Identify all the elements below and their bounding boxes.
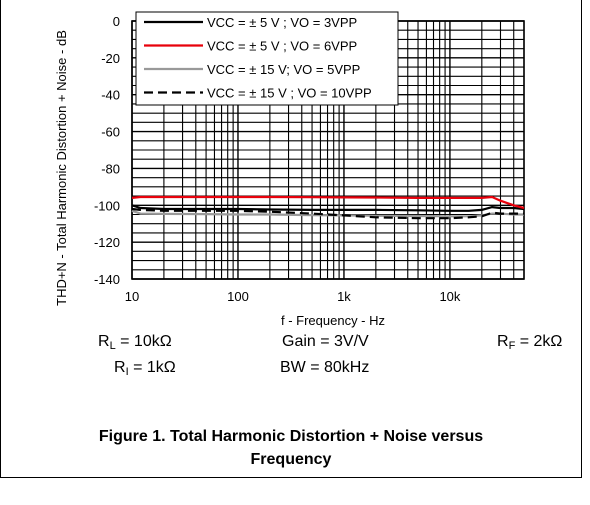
x-axis-label: f - Frequency - Hz bbox=[281, 313, 385, 328]
rf-param: RF = 2kΩ bbox=[497, 333, 563, 352]
series-line bbox=[131, 195, 525, 210]
x-tick-label: 10k bbox=[439, 289, 460, 304]
figure-caption-line-1: Figure 1. Total Harmonic Distortion + No… bbox=[98, 428, 484, 445]
y-tick-label: -140 bbox=[94, 272, 120, 287]
series-line bbox=[131, 209, 524, 218]
y-tick-label: -100 bbox=[94, 198, 120, 213]
y-axis-label: THD+N - Total Harmonic Distortion + Nois… bbox=[54, 30, 69, 306]
x-tick-label: 100 bbox=[227, 289, 249, 304]
series-line bbox=[131, 207, 524, 220]
y-tick-label: -60 bbox=[101, 125, 120, 140]
legend-label: VCC = ± 5 V ; VO = 6VPP bbox=[207, 39, 357, 54]
y-tick-label: 0 bbox=[113, 14, 120, 29]
legend-label: VCC = ± 15 V ; VO = 10VPP bbox=[207, 86, 372, 101]
legend-label: VCC = ± 15 V; VO = 5VPP bbox=[207, 62, 360, 77]
x-tick-label: 10 bbox=[125, 289, 139, 304]
y-tick-label: -20 bbox=[101, 51, 120, 66]
y-tick-label: -40 bbox=[101, 88, 120, 103]
y-tick-label: -120 bbox=[94, 235, 120, 250]
gain-param: Gain = 3V/V bbox=[282, 333, 369, 350]
thd-chart: 0 -20 -40 -60 -80 -100 -120 -140 10 100 1k 10k f - F… bbox=[54, 11, 525, 328]
legend-label: VCC = ± 5 V ; VO = 3VPP bbox=[207, 15, 357, 30]
legend-box bbox=[135, 11, 399, 106]
ri-param: RI = 1kΩ bbox=[114, 359, 176, 378]
legend: VCC = ± 5 V ; VO = 3VPP VCC = ± 5 V ; VO … bbox=[135, 11, 399, 106]
figure-caption-line-2: Frequency bbox=[250, 451, 332, 468]
series-line bbox=[131, 204, 525, 212]
rl-param: RL = 10kΩ bbox=[98, 333, 172, 352]
bw-param: BW = 80kHz bbox=[280, 359, 370, 376]
figure-frame bbox=[0, 0, 582, 478]
x-tick-label: 1k bbox=[337, 289, 351, 304]
y-tick-label: -80 bbox=[101, 161, 120, 176]
